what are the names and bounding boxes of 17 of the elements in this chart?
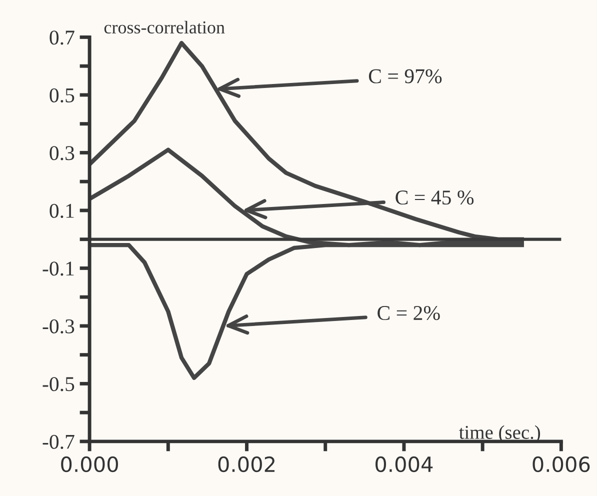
x-tick-label: 0.002	[218, 456, 274, 472]
y-tick-label: -0.5	[42, 377, 74, 392]
y-tick-label: 0.3	[50, 146, 74, 160]
x-axis-title: time (sec.)	[459, 425, 540, 443]
x-tick-label: 0.000	[61, 456, 118, 472]
annotation: C = 45 %	[396, 190, 474, 205]
x-tick-label: 0.006	[532, 456, 590, 472]
annotation: C = 97%	[368, 69, 442, 84]
y-tick-label: 0.7	[50, 30, 74, 45]
x-tick-label: 0.004	[376, 456, 433, 472]
annotation: C = 2%	[378, 306, 440, 320]
y-tick-label: -0.1	[42, 262, 74, 276]
y-tick-label: -0.7	[42, 434, 74, 449]
y-tick-label: 0.1	[50, 204, 74, 218]
y-tick-label: -0.3	[42, 319, 74, 334]
chart-title: cross-correlation	[104, 20, 225, 34]
y-tick-label: 0.5	[50, 88, 74, 102]
